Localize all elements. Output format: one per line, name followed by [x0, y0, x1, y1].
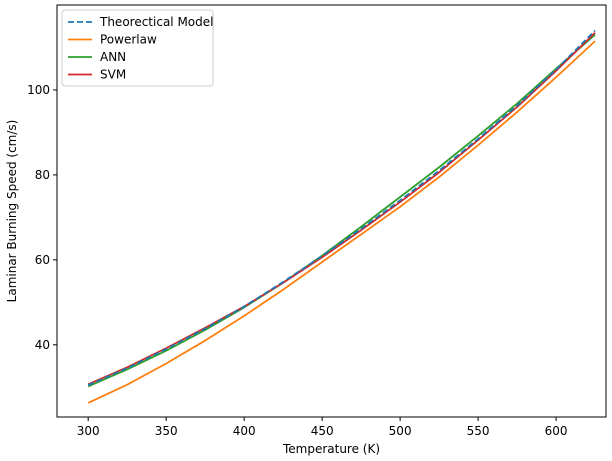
y-tick-label: 60 [35, 253, 50, 267]
x-tick-label: 450 [311, 424, 334, 438]
legend-label: Powerlaw [100, 33, 157, 47]
y-tick-label: 40 [35, 338, 50, 352]
series-line-ann [87, 34, 596, 388]
legend: Theorectical Model Powerlaw ANN SVM [61, 9, 214, 87]
x-tick-label: 300 [77, 424, 100, 438]
x-tick-label: 350 [155, 424, 178, 438]
series-line-powerlaw [87, 40, 596, 404]
x-tick-label: 600 [545, 424, 568, 438]
legend-box [61, 9, 214, 87]
y-axis-label: Laminar Burning Speed (cm/s) [5, 120, 19, 303]
y-tick-label: 80 [35, 168, 50, 182]
plot-frame [56, 4, 607, 418]
x-axis-label: Temperature (K) [282, 442, 380, 456]
series-line-theorectical-model [87, 29, 596, 386]
x-tick-label: 400 [233, 424, 256, 438]
x-tick-label: 500 [389, 424, 412, 438]
y-tick-label: 100 [27, 83, 50, 97]
ticks-layer: 300 350 400 450 500 550 600 40 60 80 100 [27, 83, 567, 438]
legend-label: ANN [100, 50, 126, 64]
legend-label: Theorectical Model [99, 15, 213, 29]
legend-label: SVM [100, 68, 126, 82]
x-tick-label: 550 [467, 424, 490, 438]
series-layer [87, 29, 596, 404]
